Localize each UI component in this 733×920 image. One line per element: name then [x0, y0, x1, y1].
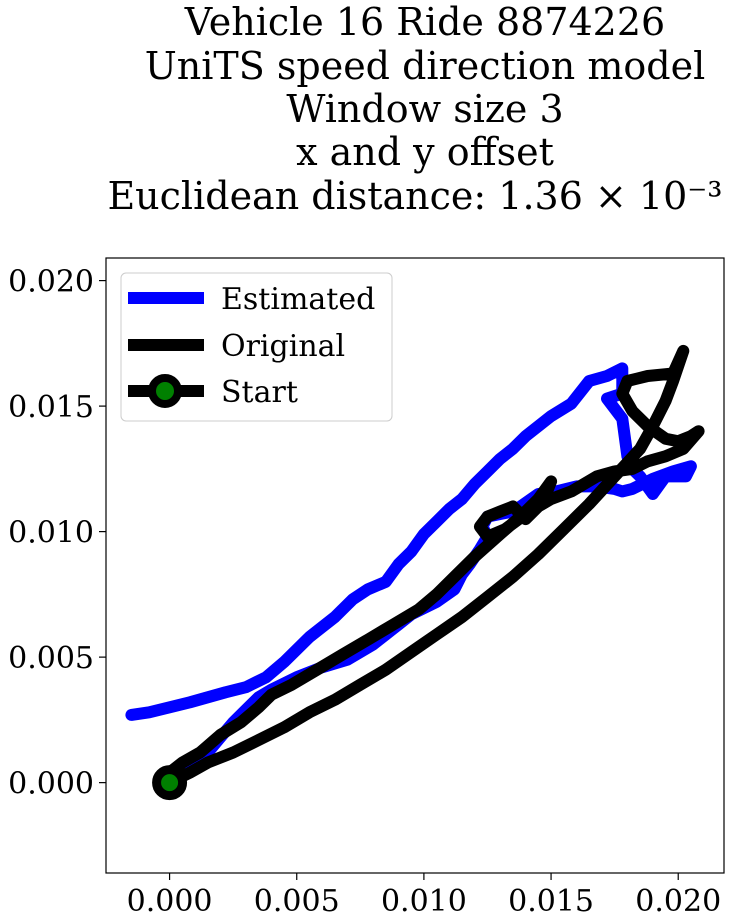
legend-original-label: Original: [221, 329, 345, 364]
y-tick-label: 0.000: [8, 767, 94, 802]
title-line-5: Euclidean distance: 1.36 × 10⁻³: [107, 174, 722, 218]
start-marker: [152, 765, 188, 801]
series-line-original: [163, 344, 705, 789]
legend: Estimated Original Start: [120, 272, 393, 422]
plot-lines: [125, 344, 705, 801]
plot-frame: [105, 257, 725, 874]
x-tick-label: 0.015: [508, 884, 594, 919]
legend-start-marker: [148, 374, 182, 408]
title-line-3: Window size 3: [286, 87, 563, 131]
legend-estimated-label: Estimated: [221, 282, 375, 317]
x-axis: 0.000 0.005 0.010 0.015 0.020: [127, 873, 721, 919]
legend-box: [120, 272, 393, 422]
title-line-4: x and y offset: [296, 130, 554, 174]
chart-title: Vehicle 16 Ride 8874226 UniTS speed dire…: [107, 0, 722, 218]
y-tick-label: 0.020: [8, 265, 94, 300]
y-tick-label: 0.015: [8, 390, 94, 425]
y-tick-label: 0.005: [8, 641, 94, 676]
y-tick-label: 0.010: [8, 516, 94, 551]
series-line-estimated: [125, 362, 697, 789]
x-tick-label: 0.020: [635, 884, 721, 919]
y-axis: 0.000 0.005 0.010 0.015 0.020: [8, 265, 106, 802]
title-line-2: UniTS speed direction model: [145, 44, 705, 88]
title-line-1: Vehicle 16 Ride 8874226: [184, 0, 665, 44]
x-tick-label: 0.005: [254, 884, 340, 919]
x-tick-label: 0.010: [381, 884, 467, 919]
legend-start-label: Start: [221, 375, 298, 410]
x-tick-label: 0.000: [127, 884, 213, 919]
